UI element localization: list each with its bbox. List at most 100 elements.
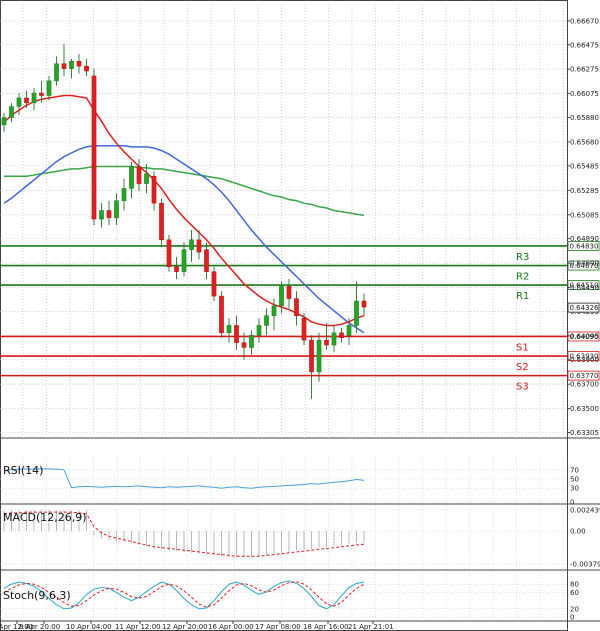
axes: 0.66670 0.66475 0.66275 0.66075 0.65880 0.656… <box>0 17 600 631</box>
stoch-k-line <box>3 580 365 610</box>
price-tick-label: 0.65880 <box>570 114 599 122</box>
candle-body <box>151 175 157 204</box>
level-price-label: 0.64090 <box>570 333 599 341</box>
candle-body <box>69 61 74 69</box>
level-name-s1: S1 <box>516 342 529 353</box>
level-price-box <box>567 331 600 342</box>
level-price-label: 0.63930 <box>570 353 599 361</box>
macd-signal-line <box>3 511 365 557</box>
time-tick-label: 5 Apr 12:00 <box>0 623 33 631</box>
time-tick-label: 21 Apr 21:01 <box>348 623 394 631</box>
candle-body <box>196 239 202 253</box>
candle-body <box>294 298 299 316</box>
candle-body <box>354 300 359 326</box>
current-price-box <box>567 302 600 313</box>
candle-body <box>234 325 239 343</box>
level-price-box <box>567 280 600 291</box>
candle-body <box>249 335 254 348</box>
candle-body <box>256 325 262 336</box>
candle-body <box>54 63 59 82</box>
level-name-r3: R3 <box>516 252 529 263</box>
candle-body <box>204 249 209 272</box>
candle-body <box>324 339 329 346</box>
price-tick-label: 0.66475 <box>570 41 599 49</box>
macd-tick-label: -0.003794 <box>570 561 600 569</box>
candle-body <box>129 166 134 189</box>
candle-body <box>9 106 14 118</box>
time-tick-label: 17 Apr 08:00 <box>255 623 301 631</box>
candle-body <box>76 61 82 67</box>
candle-body <box>189 239 194 250</box>
level-price-box <box>567 260 600 271</box>
price-tick-label: 0.65485 <box>570 162 599 170</box>
level-price-box <box>567 351 600 361</box>
ma-slow-line <box>4 165 365 217</box>
candle-body <box>316 339 322 373</box>
levels: R3 0.64830 R2 0.64670 R1 0.64510 S1 0.64090 S2 0.… <box>0 241 600 393</box>
candle-body <box>136 166 142 184</box>
price-tick-label: 0.63305 <box>570 429 599 437</box>
candle-body <box>286 286 292 299</box>
candle-body <box>339 332 344 338</box>
candle-body <box>241 342 247 348</box>
time-tick-label: 16 Apr 00:00 <box>208 623 254 631</box>
stoch-d-line <box>3 581 365 608</box>
level-price-label: 0.64670 <box>570 262 599 270</box>
price-tick-label: 0.66075 <box>570 90 599 98</box>
candle-body <box>159 202 164 241</box>
price-tick-label: 0.66670 <box>570 17 599 25</box>
candle-body <box>361 300 367 308</box>
level-name-s2: S2 <box>516 362 529 373</box>
candle-body <box>174 266 179 272</box>
candle-body <box>264 315 269 326</box>
level-price-label: 0.63770 <box>570 372 599 380</box>
candle-body <box>226 325 232 334</box>
level-name-s3: S3 <box>516 382 529 393</box>
time-tick-label: 11 Apr 12:00 <box>115 623 161 631</box>
candle-body <box>271 305 277 316</box>
candle-body <box>46 80 52 96</box>
candle-body <box>99 210 104 220</box>
candle-body <box>91 75 97 220</box>
candle-body <box>121 188 127 201</box>
stoch-tick-label: 60 <box>570 589 579 597</box>
price-tick-label: 0.65285 <box>570 187 599 195</box>
candle-body <box>61 63 67 69</box>
time-tick-label: 8 Apr 20:00 <box>19 623 60 631</box>
price-tick-label: 0.64095 <box>570 332 599 340</box>
candle-body <box>279 286 284 307</box>
price-tick-label: 0.66275 <box>570 66 599 74</box>
candles <box>1 44 367 399</box>
moving-averages <box>3 94 365 334</box>
candle-body <box>1 117 7 126</box>
candle-body <box>144 173 149 184</box>
time-tick-label: 18 Apr 16:00 <box>303 623 349 631</box>
stoch-title: Stoch(9,6,3) <box>3 589 71 602</box>
current-price-label: 0.64326 <box>570 304 599 312</box>
price-tick-label: 0.64490 <box>570 284 599 292</box>
rsi-tick-label: 50 <box>570 476 579 484</box>
rsi-title: RSI(14) <box>3 464 43 477</box>
candle-body <box>346 325 352 336</box>
stoch-tick-label: 20 <box>570 605 579 613</box>
price-tick-label: 0.64890 <box>570 235 599 243</box>
rsi-tick-label: 70 <box>570 466 579 474</box>
candle-body <box>301 317 307 341</box>
candle-body <box>24 97 29 104</box>
candle-body <box>106 210 112 219</box>
stoch-tick-label: 0 <box>570 614 574 622</box>
candle-body <box>31 92 37 104</box>
level-name-r1: R1 <box>516 291 529 302</box>
rsi-tick-label: 30 <box>570 485 579 493</box>
candle-body <box>331 332 337 346</box>
ma-mid-line <box>3 144 365 334</box>
price-tick-label: 0.65680 <box>570 138 599 146</box>
candle-body <box>16 97 22 107</box>
ma-fast-line <box>3 94 365 327</box>
level-price-label: 0.64510 <box>570 282 599 290</box>
level-price-box <box>567 241 600 251</box>
candle-body <box>211 271 217 297</box>
